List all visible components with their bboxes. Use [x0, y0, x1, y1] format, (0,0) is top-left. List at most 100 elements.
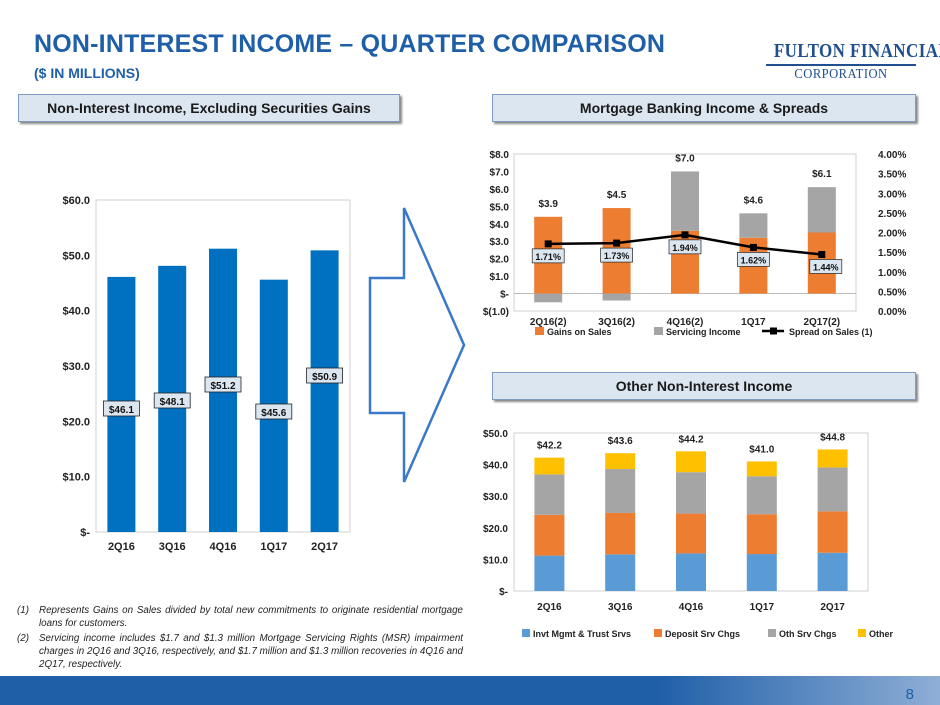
logo-line2: CORPORATION [794, 67, 888, 82]
footnote-2-text: Servicing income includes $1.7 and $1.3 … [39, 633, 463, 670]
chart2-spread-label: 1.71% [535, 252, 561, 262]
chart3-total-label: $43.6 [608, 436, 633, 447]
chart2-y2-tick: 0.50% [878, 287, 906, 298]
chart2-legend-gains-swatch [535, 327, 544, 335]
chart3-y-tick: $20.0 [483, 524, 508, 535]
chart2-y-tick: $8.0 [490, 150, 510, 161]
chart3-bar-deposit [534, 514, 565, 556]
chart1-x-tick: 2Q16 [108, 541, 135, 553]
chart2-bar-servicing [602, 293, 631, 301]
footnotes: (1) Represents Gains on Sales divided by… [17, 604, 463, 673]
chart2-bar-servicing [534, 293, 563, 303]
chart3-bar-invt [534, 555, 565, 591]
page-subtitle: ($ IN MILLIONS) [34, 65, 140, 81]
chart2-y2-tick: 0.00% [878, 307, 906, 318]
chart1-x-tick: 4Q16 [210, 541, 237, 553]
chart3-bar-deposit [746, 514, 777, 555]
chart1-x-tick: 1Q17 [260, 541, 287, 553]
chart3-bar-other [746, 461, 777, 477]
chart1-y-tick: $10.0 [62, 472, 90, 484]
chart2-total-label: $3.9 [538, 199, 558, 210]
other-panel-header: Other Non-Interest Income [492, 372, 916, 400]
chart2-x-tick: 2Q17(2) [803, 317, 840, 328]
chart3-bar-invt [676, 553, 706, 591]
chart3-total-label: $41.0 [749, 444, 774, 455]
chart2-y2-tick: 3.50% [878, 170, 906, 181]
chart3-y-tick: $50.0 [483, 429, 508, 440]
chart2-spread-point [613, 239, 621, 247]
chart2-spread-point [544, 240, 552, 248]
chart2-y-tick: $5.0 [490, 202, 510, 213]
chart2-x-tick: 4Q16(2) [667, 317, 704, 328]
chart2-y-tick: $6.0 [490, 185, 510, 196]
chart2-spread-label-box [737, 252, 770, 267]
chart1-y-tick: $30.0 [62, 361, 90, 373]
chart2-total-label: $4.6 [744, 195, 764, 206]
footnote-1-text: Represents Gains on Sales divided by tot… [39, 605, 463, 629]
chart1-data-label: $51.2 [210, 381, 235, 392]
chart2-legend-spread-marker [770, 327, 777, 335]
chart3-bar-other [534, 457, 565, 475]
chart3-y-tick: $10.0 [483, 555, 508, 566]
chart1-data-label: $45.6 [261, 408, 286, 419]
chart1-data-label: $50.9 [312, 372, 337, 383]
page-number: 8 [905, 686, 914, 703]
chart3-legend-swatch [522, 629, 530, 637]
company-logo: FULTON FINANCIAL CORPORATION [762, 40, 940, 83]
chart3-bar-othsrv [676, 472, 706, 514]
chart3-x-tick: 2Q16 [537, 602, 562, 613]
chart2-x-tick: 2Q16(2) [530, 317, 567, 328]
page-title: NON-INTEREST INCOME – QUARTER COMPARISON [34, 30, 666, 58]
chart2-total-label: $6.1 [812, 169, 832, 180]
chart3-total-label: $42.2 [537, 441, 562, 452]
chart2-spread-label-box [809, 259, 843, 274]
chart3-legend-label: Invt Mgmt & Trust Srvs [533, 629, 631, 639]
chart2-y2-tick: 4.00% [878, 150, 906, 161]
chart1-y-tick: $40.0 [62, 306, 90, 318]
chart2-total-label: $7.0 [675, 153, 695, 164]
chart2-spread-label-box [668, 239, 702, 255]
chart3-bar-invt [817, 552, 848, 591]
chart3-legend-swatch [768, 629, 776, 637]
chart3-x-tick: 4Q16 [679, 602, 704, 613]
chart3-y-tick: $30.0 [483, 492, 508, 503]
chart1-x-tick: 2Q17 [311, 541, 338, 553]
chart2-legend-spread: Spread on Sales (1) [789, 327, 873, 337]
footnote-2: (2) Servicing income includes $1.7 and $… [17, 632, 463, 671]
chart3-bar-othsrv [534, 474, 565, 515]
chart2-bar-servicing [739, 213, 768, 238]
chart1-data-label: $46.1 [109, 405, 134, 416]
chart3-bar-other [817, 449, 848, 468]
left-panel-header: Non-Interest Income, Excluding Securitie… [18, 94, 400, 122]
chart3-legend-label: Oth Srv Chgs [779, 629, 837, 639]
chart3-x-tick: 2Q17 [820, 602, 845, 613]
chart2-spread-label: 1.73% [604, 251, 630, 261]
chart2-y2-tick: 1.00% [878, 268, 906, 279]
chart2-spread-label: 1.62% [741, 255, 767, 265]
chart2-y2-tick: 2.50% [878, 209, 906, 220]
chart3-bar-deposit [605, 512, 636, 555]
chart1-data-label-box [255, 403, 293, 420]
chart2-y-tick: $- [500, 290, 509, 301]
chart3-x-tick: 3Q16 [608, 602, 633, 613]
chart1-y-tick: $- [80, 527, 90, 539]
chart2-y-tick: $1.0 [490, 272, 510, 283]
chart3-legend-swatch [858, 629, 866, 637]
chart1-data-label-box [204, 376, 242, 393]
chart2-y2-tick: 2.00% [878, 229, 906, 240]
chart2-spread-point [681, 231, 689, 239]
chart2-y-tick: $7.0 [490, 167, 510, 178]
chart1-bar [310, 250, 339, 532]
chart3-y-tick: $40.0 [483, 461, 508, 472]
chart2-legend-servicing-swatch [654, 327, 663, 335]
chart2-y-tick: $2.0 [490, 255, 510, 266]
chart3-total-label: $44.2 [678, 434, 703, 445]
chart3-bar-other [605, 453, 636, 470]
chart2-x-tick: 3Q16(2) [598, 317, 635, 328]
chart2-spread-point [818, 250, 826, 258]
chart2-spread-label: 1.44% [813, 262, 839, 272]
chart3-bar-invt [605, 554, 636, 591]
chart1-y-tick: $20.0 [62, 416, 90, 428]
chart2-spread-point [749, 243, 757, 251]
chart2-legend-gains: Gains on Sales [547, 327, 612, 337]
